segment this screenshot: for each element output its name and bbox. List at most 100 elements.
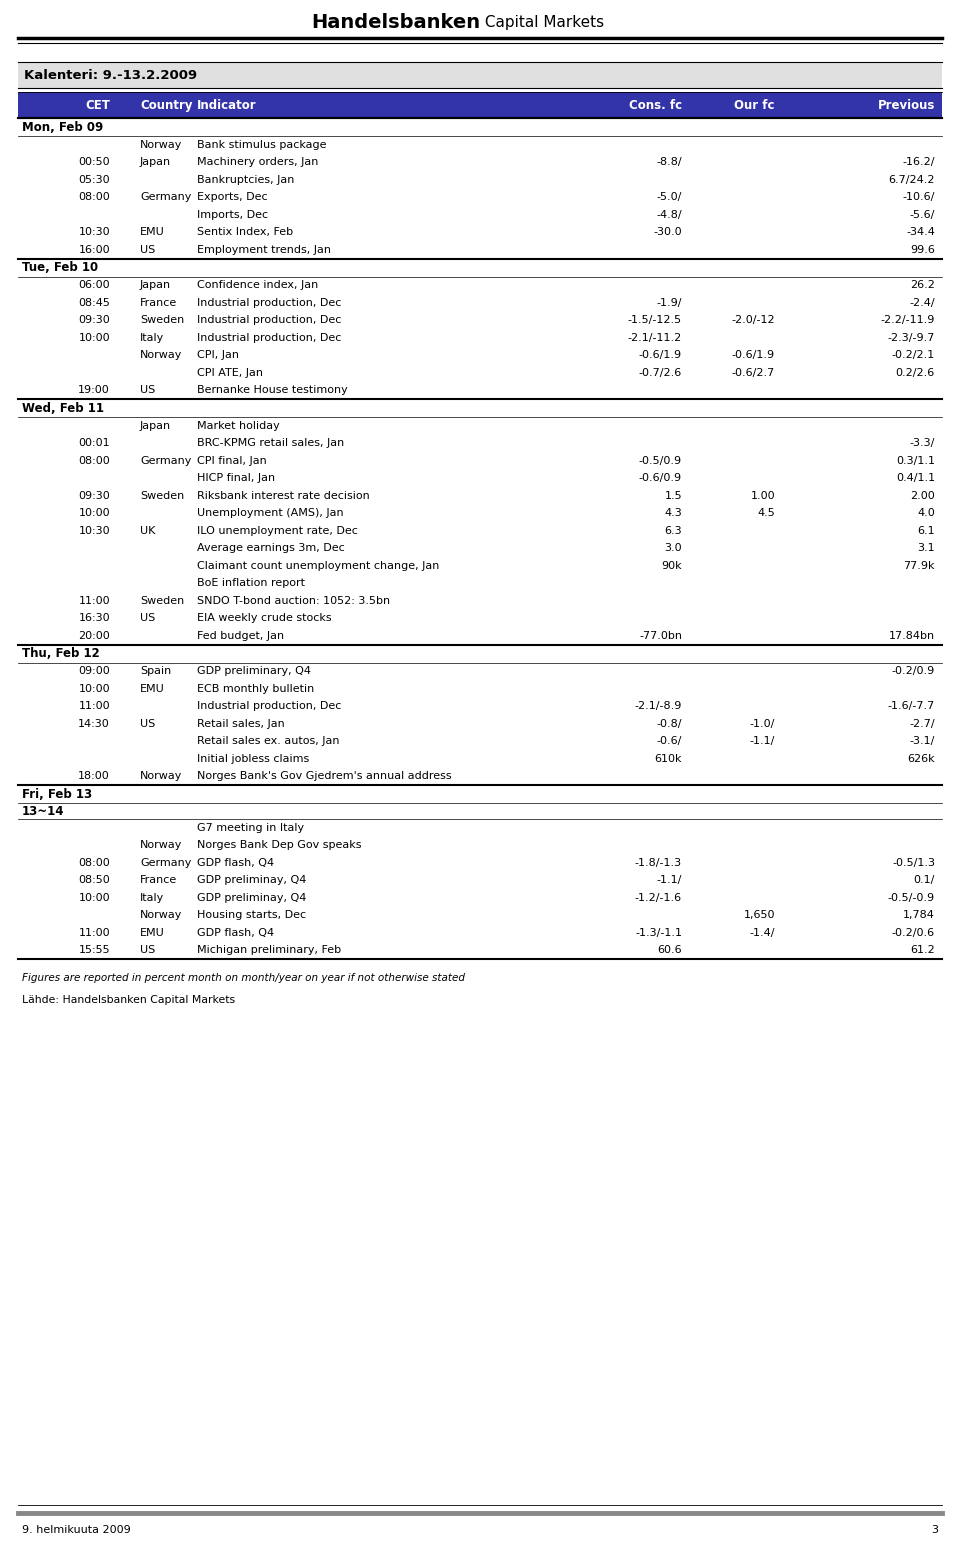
Text: GDP flash, Q4: GDP flash, Q4 (197, 928, 275, 938)
Text: Norway: Norway (140, 350, 182, 361)
Text: US: US (140, 245, 156, 254)
Text: -2.0/-12: -2.0/-12 (732, 316, 775, 325)
Text: Tue, Feb 10: Tue, Feb 10 (22, 260, 98, 274)
Text: -0.2/2.1: -0.2/2.1 (892, 350, 935, 361)
Text: 77.9k: 77.9k (903, 561, 935, 570)
Text: 09:00: 09:00 (79, 666, 110, 676)
Text: SNDO T-bond auction: 1052: 3.5bn: SNDO T-bond auction: 1052: 3.5bn (197, 596, 390, 606)
Text: 05:30: 05:30 (79, 174, 110, 185)
Text: 10:00: 10:00 (79, 892, 110, 903)
Text: Italy: Italy (140, 333, 164, 342)
Text: 60.6: 60.6 (658, 945, 682, 955)
Text: HICP final, Jan: HICP final, Jan (197, 473, 276, 484)
Text: 19:00: 19:00 (79, 385, 110, 394)
Bar (18, 62, 942, 88)
Text: 0.3/1.1: 0.3/1.1 (896, 456, 935, 465)
Text: 15:55: 15:55 (79, 945, 110, 955)
Text: Industrial production, Dec: Industrial production, Dec (197, 701, 342, 712)
Text: 09:30: 09:30 (79, 316, 110, 325)
Text: -1.6/-7.7: -1.6/-7.7 (888, 701, 935, 712)
Text: US: US (140, 385, 156, 394)
Text: 3.1: 3.1 (918, 544, 935, 553)
Text: Average earnings 3m, Dec: Average earnings 3m, Dec (197, 544, 345, 553)
Text: 08:00: 08:00 (79, 193, 110, 202)
Text: Michigan preliminary, Feb: Michigan preliminary, Feb (197, 945, 341, 955)
Text: 08:50: 08:50 (79, 875, 110, 885)
Text: UK: UK (140, 525, 156, 536)
Text: Our fc: Our fc (734, 99, 775, 111)
Text: Capital Markets: Capital Markets (480, 14, 604, 29)
Text: GDP preliminay, Q4: GDP preliminay, Q4 (197, 892, 306, 903)
Text: 626k: 626k (907, 754, 935, 764)
Text: Germany: Germany (140, 456, 191, 465)
Text: Sweden: Sweden (140, 490, 184, 501)
Text: 16:30: 16:30 (79, 613, 110, 623)
Text: 3: 3 (931, 1526, 938, 1535)
Text: Mon, Feb 09: Mon, Feb 09 (22, 120, 104, 134)
Text: -0.2/0.9: -0.2/0.9 (892, 666, 935, 676)
Text: Japan: Japan (140, 421, 171, 431)
Text: ECB monthly bulletin: ECB monthly bulletin (197, 684, 314, 693)
Text: ILO unemployment rate, Dec: ILO unemployment rate, Dec (197, 525, 358, 536)
Text: -0.6/2.7: -0.6/2.7 (732, 368, 775, 378)
Text: France: France (140, 875, 178, 885)
Text: -10.6/: -10.6/ (902, 193, 935, 202)
Text: -0.7/2.6: -0.7/2.6 (638, 368, 682, 378)
Text: Fri, Feb 13: Fri, Feb 13 (22, 787, 92, 800)
Text: 1.00: 1.00 (751, 490, 775, 501)
Text: 11:00: 11:00 (79, 596, 110, 606)
Text: -0.6/1.9: -0.6/1.9 (638, 350, 682, 361)
Text: 6.3: 6.3 (664, 525, 682, 536)
Text: Japan: Japan (140, 280, 171, 290)
Text: Industrial production, Dec: Industrial production, Dec (197, 333, 342, 342)
Text: 14:30: 14:30 (79, 718, 110, 729)
Text: Norway: Norway (140, 140, 182, 149)
Text: -0.6/1.9: -0.6/1.9 (732, 350, 775, 361)
Text: 0.4/1.1: 0.4/1.1 (896, 473, 935, 484)
Text: 18:00: 18:00 (79, 770, 110, 781)
Text: Machinery orders, Jan: Machinery orders, Jan (197, 157, 319, 168)
Text: Sweden: Sweden (140, 596, 184, 606)
Text: -2.1/-8.9: -2.1/-8.9 (635, 701, 682, 712)
Text: EMU: EMU (140, 928, 165, 938)
Text: 26.2: 26.2 (910, 280, 935, 290)
Text: Retail sales ex. autos, Jan: Retail sales ex. autos, Jan (197, 737, 340, 746)
Text: -0.5/-0.9: -0.5/-0.9 (888, 892, 935, 903)
Text: Housing starts, Dec: Housing starts, Dec (197, 911, 306, 920)
Text: -0.2/0.6: -0.2/0.6 (892, 928, 935, 938)
Text: -2.1/-11.2: -2.1/-11.2 (628, 333, 682, 342)
Text: 0.1/: 0.1/ (914, 875, 935, 885)
Text: Norway: Norway (140, 770, 182, 781)
Text: 06:00: 06:00 (79, 280, 110, 290)
Text: BoE inflation report: BoE inflation report (197, 578, 305, 589)
Text: 4.3: 4.3 (664, 509, 682, 518)
Text: Norway: Norway (140, 840, 182, 851)
Text: Market holiday: Market holiday (197, 421, 279, 431)
Text: Claimant count unemployment change, Jan: Claimant count unemployment change, Jan (197, 561, 440, 570)
Text: -34.4: -34.4 (906, 227, 935, 237)
Text: -3.1/: -3.1/ (910, 737, 935, 746)
Text: -0.5/0.9: -0.5/0.9 (638, 456, 682, 465)
Text: 10:30: 10:30 (79, 227, 110, 237)
Text: Wed, Feb 11: Wed, Feb 11 (22, 402, 104, 415)
Text: Retail sales, Jan: Retail sales, Jan (197, 718, 285, 729)
Text: Fed budget, Jan: Fed budget, Jan (197, 630, 284, 641)
Text: 2.00: 2.00 (910, 490, 935, 501)
Text: 3.0: 3.0 (664, 544, 682, 553)
Text: -1.4/: -1.4/ (750, 928, 775, 938)
Text: 4.0: 4.0 (917, 509, 935, 518)
Text: 61.2: 61.2 (910, 945, 935, 955)
Text: 6.1: 6.1 (918, 525, 935, 536)
Text: France: France (140, 297, 178, 308)
Text: Cons. fc: Cons. fc (629, 99, 682, 111)
Text: 00:50: 00:50 (79, 157, 110, 168)
Text: Lähde: Handelsbanken Capital Markets: Lähde: Handelsbanken Capital Markets (22, 995, 235, 1005)
Text: 4.5: 4.5 (757, 509, 775, 518)
Text: -0.8/: -0.8/ (657, 718, 682, 729)
Text: 9. helmikuuta 2009: 9. helmikuuta 2009 (22, 1526, 131, 1535)
Text: Industrial production, Dec: Industrial production, Dec (197, 316, 342, 325)
Text: -5.6/: -5.6/ (910, 210, 935, 220)
Text: 6.7/24.2: 6.7/24.2 (889, 174, 935, 185)
Text: 1,650: 1,650 (743, 911, 775, 920)
Text: 99.6: 99.6 (910, 245, 935, 254)
